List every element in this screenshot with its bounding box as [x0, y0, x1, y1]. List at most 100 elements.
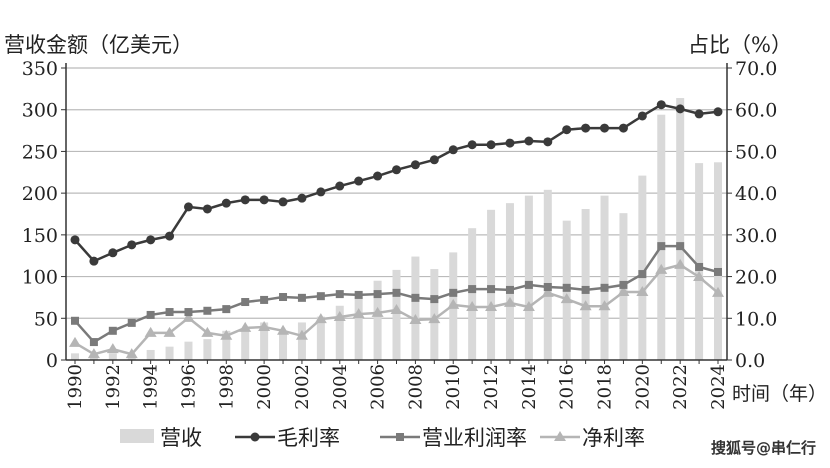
triangle-point-1996 — [182, 311, 195, 322]
square-point-2024 — [714, 267, 722, 276]
x-tick-label: 2004 — [330, 364, 351, 410]
x-tick-label: 2016 — [557, 364, 578, 410]
triangle-point-2017 — [579, 300, 592, 311]
x-tick-label: 2024 — [708, 364, 729, 410]
square-point-1999 — [241, 298, 250, 307]
legend-label: 净利率 — [582, 426, 645, 450]
bar-revenue-1996 — [184, 341, 193, 360]
x-tick-label: 2002 — [292, 364, 313, 410]
x-tick-label: 1992 — [103, 364, 124, 410]
triangle-point-1991 — [87, 348, 100, 359]
x-tick-label: 1998 — [216, 364, 237, 410]
right-tick-label: 70.0 — [735, 58, 777, 80]
circle-point-1995 — [165, 231, 175, 241]
bar-revenue-2014 — [524, 195, 533, 360]
bar-revenue-2004 — [335, 305, 344, 360]
square-point-2018 — [600, 283, 609, 292]
left-tick-label: 300 — [22, 100, 58, 122]
square-point-1997 — [203, 306, 212, 315]
x-tick-label: 2012 — [481, 364, 502, 410]
square-point-2014 — [524, 280, 533, 289]
circle-point-1999 — [240, 195, 250, 205]
triangle-point-2012 — [485, 301, 498, 312]
circle-point-2001 — [278, 197, 288, 207]
square-point-2009 — [430, 295, 439, 304]
x-tick-label: 2008 — [405, 364, 426, 410]
bar-revenue-2013 — [505, 203, 514, 360]
triangle-point-2011 — [466, 301, 479, 312]
right-tick-label: 10.0 — [735, 308, 777, 330]
circle-point-2012 — [486, 140, 496, 150]
circle-point-1992 — [108, 248, 118, 258]
triangle-point-2022 — [674, 258, 687, 269]
triangle-point-2007 — [390, 303, 403, 314]
square-point-2005 — [354, 290, 363, 299]
circle-point-2024 — [713, 107, 723, 117]
triangle-point-2010 — [447, 298, 460, 309]
bar-revenue-1994 — [146, 349, 155, 360]
bar-revenue-1999 — [241, 328, 250, 360]
square-point-2004 — [335, 290, 344, 299]
x-tick-label: 2018 — [595, 364, 616, 410]
square-point-2011 — [468, 285, 477, 294]
square-point-2023 — [695, 262, 704, 271]
triangle-point-1998 — [220, 329, 233, 340]
square-point-2017 — [581, 285, 590, 294]
x-axis-label: 时间（年） — [732, 383, 827, 405]
x-tick-label: 2020 — [632, 364, 653, 410]
triangle-point-2018 — [598, 300, 611, 311]
bar-revenue-2021 — [657, 114, 666, 360]
x-tick-label: 2010 — [443, 364, 464, 410]
square-point-2021 — [657, 242, 666, 251]
bar-revenue-1991 — [89, 356, 98, 360]
x-tick-label: 2006 — [368, 364, 389, 410]
triangle-point-1994 — [144, 326, 157, 337]
square-point-1998 — [222, 305, 231, 314]
left-tick-label: 50 — [34, 308, 58, 330]
square-point-2002 — [297, 293, 306, 302]
x-tick-label: 2014 — [519, 364, 540, 410]
square-point-1992 — [108, 326, 117, 335]
circle-point-2019 — [618, 123, 628, 133]
circle-point-1993 — [127, 240, 137, 250]
right-tick-label: 60.0 — [735, 100, 777, 122]
circle-point-2007 — [392, 165, 401, 175]
triangle-point-2013 — [503, 296, 516, 307]
square-point-2020 — [638, 270, 647, 279]
triangle-point-2014 — [522, 301, 535, 312]
bar-revenue-2006 — [373, 280, 382, 360]
circle-point-2000 — [259, 195, 269, 205]
triangle-point-2001 — [277, 324, 290, 335]
bar-revenue-2000 — [260, 322, 269, 360]
square-point-2000 — [260, 295, 269, 304]
x-tick-label: 1994 — [141, 364, 162, 410]
bar-revenue-2005 — [354, 297, 363, 360]
circle-point-2002 — [297, 193, 307, 203]
right-tick-label: 30.0 — [735, 225, 777, 247]
legend-label: 毛利率 — [277, 426, 340, 450]
right-tick-label: 0.0 — [735, 350, 765, 372]
circle-point-2005 — [354, 176, 364, 186]
bar-revenue-2008 — [411, 256, 420, 360]
square-point-2008 — [411, 293, 420, 302]
x-tick-label: 2000 — [254, 364, 275, 410]
bar-revenue-2015 — [543, 189, 552, 360]
square-point-1991 — [89, 338, 98, 347]
square-point-2006 — [373, 290, 382, 299]
triangle-point-2023 — [693, 270, 706, 281]
circle-point-2004 — [335, 181, 345, 191]
circle-point-1996 — [183, 202, 193, 212]
circle-point-2006 — [373, 171, 383, 181]
triangle-point-2024 — [712, 286, 724, 297]
legend-marker-square — [396, 433, 404, 441]
circle-point-2016 — [562, 125, 572, 135]
bar-revenue-2007 — [392, 269, 401, 360]
circle-point-2003 — [316, 187, 326, 197]
circle-point-2023 — [694, 109, 704, 119]
circle-point-1991 — [89, 256, 99, 266]
left-tick-label: 250 — [22, 141, 58, 163]
triangle-point-2003 — [314, 313, 327, 324]
triangle-point-2005 — [352, 308, 365, 319]
right-axis-label: 占比（%） — [688, 33, 792, 57]
